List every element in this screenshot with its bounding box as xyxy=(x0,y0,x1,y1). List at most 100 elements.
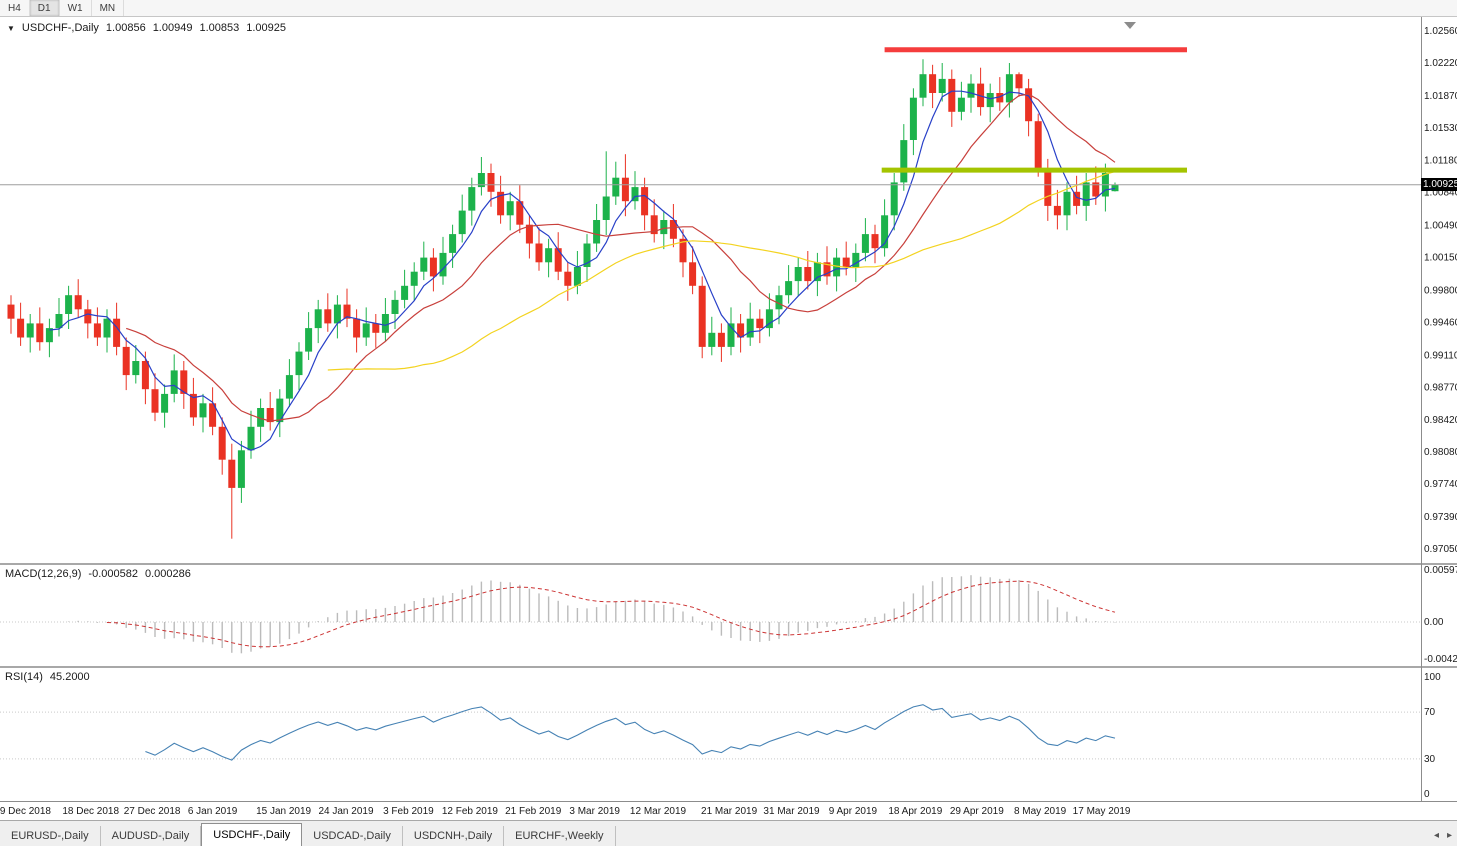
candle[interactable] xyxy=(909,88,917,156)
candle[interactable] xyxy=(468,177,476,226)
candle[interactable] xyxy=(938,63,946,102)
candle[interactable] xyxy=(189,377,197,426)
tab-eurchf-weekly[interactable]: EURCHF-,Weekly xyxy=(504,826,616,846)
candle[interactable] xyxy=(257,398,265,442)
tab-usdchf-daily[interactable]: USDCHF-,Daily xyxy=(201,823,303,846)
candle[interactable] xyxy=(833,248,841,292)
candle[interactable] xyxy=(660,210,668,250)
candle[interactable] xyxy=(535,227,543,271)
rsi-pane[interactable] xyxy=(0,704,1421,761)
candle[interactable] xyxy=(7,295,15,334)
candle[interactable] xyxy=(977,67,985,116)
candle[interactable] xyxy=(650,199,658,243)
candle[interactable] xyxy=(276,389,284,438)
candle[interactable] xyxy=(477,157,485,196)
candle[interactable] xyxy=(746,302,754,346)
candle[interactable] xyxy=(487,163,495,207)
candle[interactable] xyxy=(84,299,92,339)
candle[interactable] xyxy=(794,257,802,297)
candle[interactable] xyxy=(161,384,169,428)
candle[interactable] xyxy=(93,307,101,346)
candle[interactable] xyxy=(516,185,524,234)
candle[interactable] xyxy=(708,316,716,356)
candle[interactable] xyxy=(785,265,793,304)
candle[interactable] xyxy=(813,252,821,297)
candle[interactable] xyxy=(612,161,620,205)
candle[interactable] xyxy=(429,248,437,292)
tab-usdcad-daily[interactable]: USDCAD-,Daily xyxy=(302,826,403,846)
timeframe-w1-button[interactable]: W1 xyxy=(60,0,92,16)
candle[interactable] xyxy=(545,238,553,278)
candle[interactable] xyxy=(1034,113,1042,177)
candle[interactable] xyxy=(861,218,869,262)
candle[interactable] xyxy=(957,81,965,121)
candle[interactable] xyxy=(1111,182,1119,192)
candle[interactable] xyxy=(506,191,514,231)
candle[interactable] xyxy=(132,345,140,384)
candle[interactable] xyxy=(209,387,217,436)
candle[interactable] xyxy=(986,83,994,123)
candle[interactable] xyxy=(113,302,121,356)
candle[interactable] xyxy=(266,392,274,431)
tab-eurusd-daily[interactable]: EURUSD-,Daily xyxy=(0,826,101,846)
candle[interactable] xyxy=(881,199,889,257)
timeframe-h4-button[interactable]: H4 xyxy=(0,0,30,16)
candle[interactable] xyxy=(631,171,639,210)
candlestick-chart-canvas[interactable]: 1.02560 1.02220 1.01870 1.01530 1.01180 1.008… xyxy=(0,17,1457,820)
candle[interactable] xyxy=(372,314,380,348)
tabs-scroll-left-icon[interactable]: ◂ xyxy=(1433,830,1439,841)
candle[interactable] xyxy=(439,236,447,285)
candle[interactable] xyxy=(689,246,697,295)
candle[interactable] xyxy=(180,361,188,409)
candle[interactable] xyxy=(1005,63,1013,118)
candle[interactable] xyxy=(218,417,226,475)
candle[interactable] xyxy=(170,354,178,403)
candle[interactable] xyxy=(305,312,313,360)
candle[interactable] xyxy=(573,251,581,295)
candle[interactable] xyxy=(804,251,812,290)
candle[interactable] xyxy=(122,337,130,391)
candle[interactable] xyxy=(410,262,418,301)
candle[interactable] xyxy=(247,410,255,459)
price-scale[interactable]: 1.02560 1.02220 1.01870 1.01530 1.01180 1.008… xyxy=(1424,26,1457,555)
candle[interactable] xyxy=(929,64,937,109)
tabs-scroll-right-icon[interactable]: ▸ xyxy=(1446,830,1452,841)
candle[interactable] xyxy=(228,443,236,539)
candle[interactable] xyxy=(401,269,409,309)
chart-collapse-icon[interactable]: ▼ xyxy=(7,23,15,33)
candle[interactable] xyxy=(593,204,601,252)
candle[interactable] xyxy=(343,288,351,328)
candle[interactable] xyxy=(65,285,73,329)
candle[interactable] xyxy=(45,318,53,358)
candle[interactable] xyxy=(727,307,735,356)
candle[interactable] xyxy=(314,299,322,344)
candle[interactable] xyxy=(890,173,898,231)
time-axis[interactable]: 9 Dec 2018 18 Dec 2018 27 Dec 2018 6 Jan 20… xyxy=(0,806,1131,817)
candle[interactable] xyxy=(1025,78,1033,137)
candle[interactable] xyxy=(333,295,341,339)
candle[interactable] xyxy=(525,215,533,259)
candle[interactable] xyxy=(1053,189,1061,230)
candle[interactable] xyxy=(449,224,457,268)
candle[interactable] xyxy=(17,302,25,346)
chart-shift-marker-icon[interactable] xyxy=(1124,22,1136,29)
candle[interactable] xyxy=(458,194,466,243)
candle[interactable] xyxy=(103,309,111,353)
candle[interactable] xyxy=(1073,175,1081,215)
candle[interactable] xyxy=(74,279,82,318)
candle[interactable] xyxy=(679,229,687,278)
candle[interactable] xyxy=(669,204,677,248)
candle[interactable] xyxy=(641,177,649,231)
candle[interactable] xyxy=(900,124,908,191)
candle[interactable] xyxy=(391,290,399,330)
candle[interactable] xyxy=(698,276,706,359)
candle[interactable] xyxy=(36,307,44,351)
candle[interactable] xyxy=(55,298,63,337)
candle[interactable] xyxy=(381,298,389,342)
candle[interactable] xyxy=(295,342,303,391)
candle[interactable] xyxy=(285,359,293,407)
candle[interactable] xyxy=(871,224,879,264)
candle[interactable] xyxy=(324,293,332,332)
candle[interactable] xyxy=(554,232,562,281)
candle[interactable] xyxy=(602,151,610,235)
